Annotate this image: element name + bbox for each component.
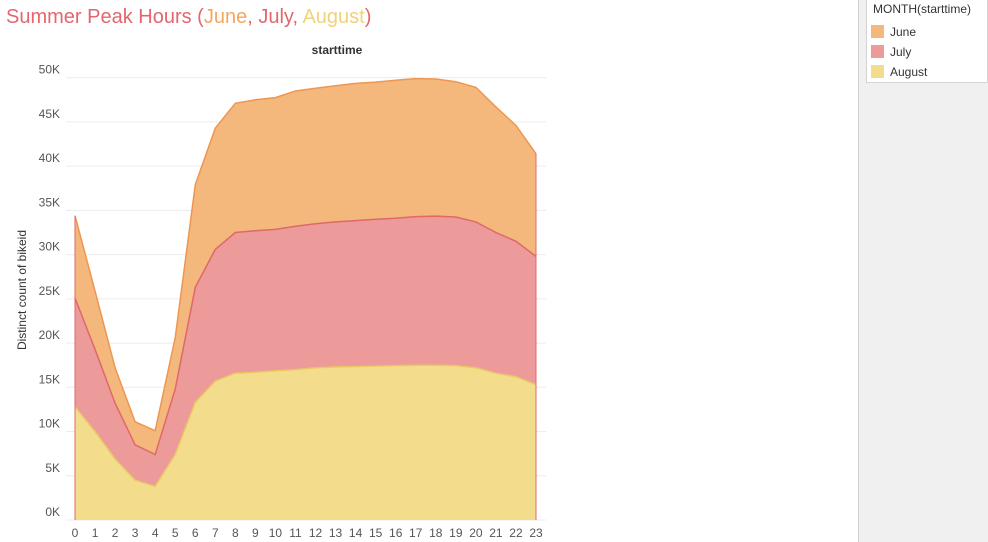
- x-tick-label: 7: [212, 526, 219, 540]
- legend-label-july: July: [890, 45, 912, 59]
- y-tick-label: 15K: [39, 372, 60, 386]
- legend-swatch-july: [871, 45, 884, 58]
- chart-title: Summer Peak Hours (June, July, August): [6, 6, 371, 29]
- x-tick-label: 22: [509, 526, 523, 540]
- x-tick-label: 1: [92, 526, 99, 540]
- x-tick-label: 14: [349, 526, 363, 540]
- title-separator-1: ,: [247, 6, 259, 28]
- legend-swatch-june: [871, 25, 884, 38]
- area-series[interactable]: [75, 78, 536, 520]
- y-tick-label: 45K: [39, 107, 60, 121]
- line-june: [74, 77, 537, 432]
- x-tick-label: 9: [252, 526, 259, 540]
- x-tick-label: 0: [72, 526, 79, 540]
- title-separator-2: ,: [292, 6, 303, 28]
- line-august: [74, 364, 537, 488]
- x-tick-label: 6: [192, 526, 199, 540]
- area-july[interactable]: [75, 216, 536, 487]
- x-tick-label: 10: [269, 526, 283, 540]
- title-august: August: [302, 6, 365, 28]
- legend-label-august: August: [890, 65, 928, 79]
- y-tick-label: 40K: [39, 151, 60, 165]
- x-tick-label: 18: [429, 526, 443, 540]
- line-july: [74, 215, 537, 456]
- legend-swatch-august: [871, 65, 884, 78]
- x-tick-label: 21: [489, 526, 503, 540]
- x-tick-label: 12: [309, 526, 323, 540]
- title-suffix: ): [364, 6, 372, 28]
- y-tick-label: 0K: [45, 505, 60, 519]
- x-tick-label: 19: [449, 526, 463, 540]
- y-axis-label: Distinct count of bikeid: [15, 230, 29, 350]
- y-tick-label: 25K: [39, 284, 60, 298]
- x-tick-label: 23: [529, 526, 543, 540]
- x-tick-label: 13: [329, 526, 343, 540]
- x-tick-label: 20: [469, 526, 483, 540]
- y-tick-label: 5K: [45, 461, 60, 475]
- x-tick-label: 2: [112, 526, 119, 540]
- x-tick-label: 16: [389, 526, 403, 540]
- title-prefix: Summer Peak Hours (: [6, 6, 204, 28]
- x-tick-label: 5: [172, 526, 179, 540]
- legend-title: MONTH(starttime): [873, 2, 971, 16]
- x-tick-label: 8: [232, 526, 239, 540]
- y-tick-label: 20K: [39, 328, 60, 342]
- title-july: July: [258, 6, 293, 28]
- series-lines: [74, 77, 537, 520]
- x-tick-label: 11: [289, 526, 302, 540]
- y-tick-label: 10K: [39, 417, 60, 431]
- x-tick-label: 17: [409, 526, 423, 540]
- title-june: June: [203, 6, 248, 28]
- x-tick-label: 15: [369, 526, 383, 540]
- x-tick-label: 3: [132, 526, 139, 540]
- column-header: starttime: [311, 43, 363, 57]
- y-tick-label: 30K: [39, 240, 60, 254]
- area-august[interactable]: [75, 365, 536, 520]
- legend-label-june: June: [890, 25, 917, 39]
- panel-divider: [858, 0, 859, 542]
- legend[interactable]: MONTH(starttime) June July August: [866, 0, 988, 83]
- y-tick-label: 50K: [39, 63, 60, 77]
- area-june[interactable]: [75, 78, 536, 455]
- side-panel: [859, 0, 988, 542]
- y-tick-label: 35K: [39, 195, 60, 209]
- x-tick-label: 4: [152, 526, 159, 540]
